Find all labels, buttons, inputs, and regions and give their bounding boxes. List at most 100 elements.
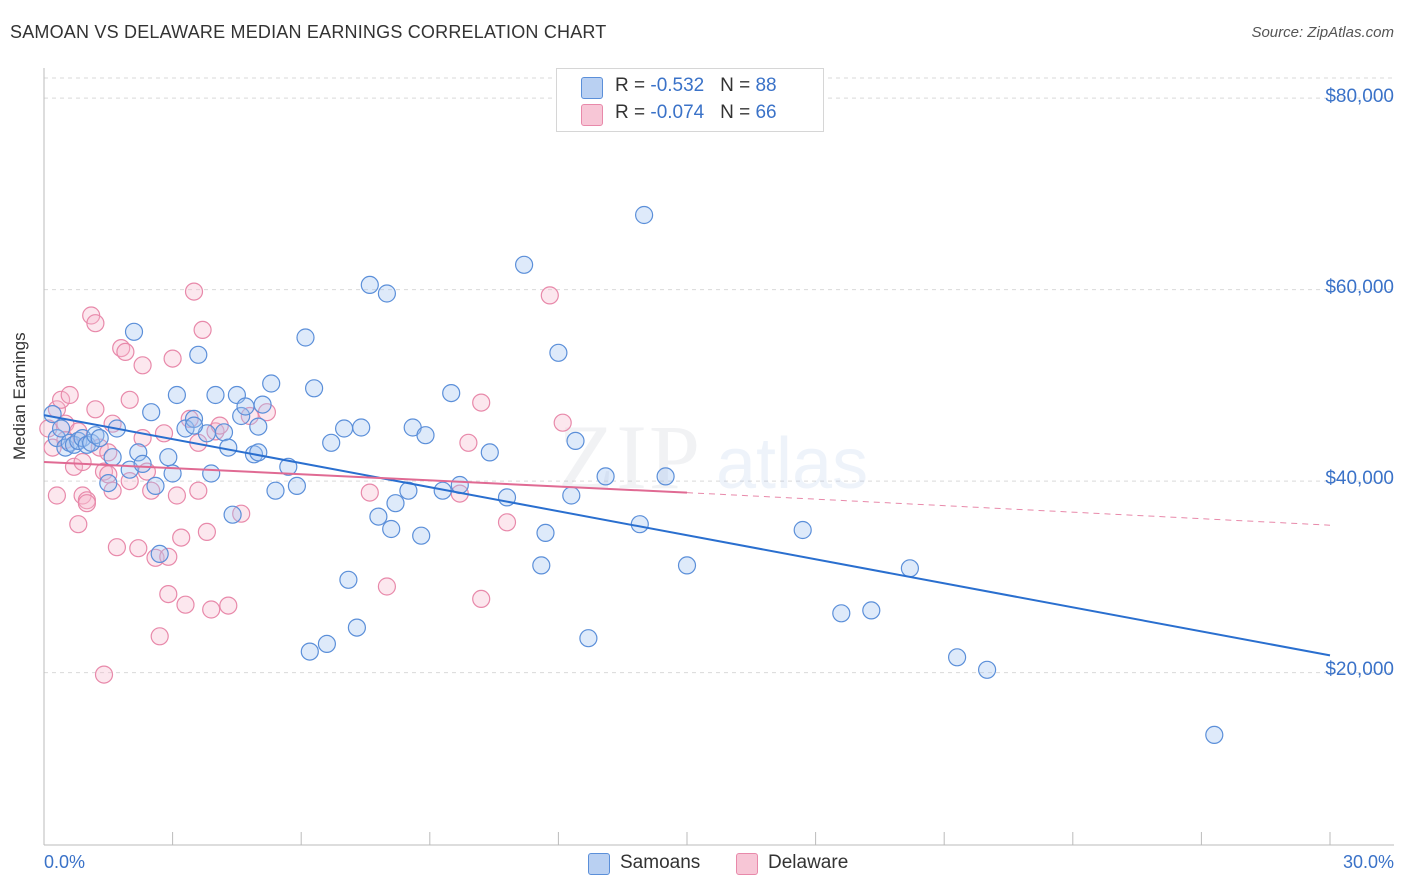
- y-tick-20000: $20,000: [1325, 659, 1394, 680]
- delaware-point: [176, 595, 195, 614]
- samoans-point: [305, 379, 324, 398]
- delaware-swatch: [581, 104, 603, 126]
- delaware-point: [553, 413, 572, 432]
- axes: [43, 68, 1394, 846]
- grid-lines: [44, 77, 1394, 674]
- delaware-point: [107, 538, 127, 557]
- delaware-point: [94, 665, 114, 684]
- delaware-point: [202, 600, 221, 619]
- y-tick-60000: $60,000: [1325, 277, 1394, 298]
- samoans-point: [335, 419, 354, 438]
- samoans-swatch: [588, 853, 610, 875]
- samoans-point: [184, 416, 204, 435]
- samoans-point: [412, 526, 431, 545]
- samoans-point: [832, 604, 851, 623]
- n-value: 66: [755, 102, 777, 123]
- svg-text:ZIP: ZIP: [558, 406, 702, 508]
- n-label: N =: [720, 75, 756, 96]
- delaware-trend-extension: [686, 492, 1331, 526]
- samoans-point: [416, 426, 435, 445]
- r-label: R =: [615, 102, 651, 123]
- samoans-point: [382, 519, 401, 539]
- delaware-point: [133, 356, 152, 375]
- trend-lines: [43, 414, 1331, 657]
- samoans-point: [249, 417, 268, 436]
- x-tick-min: 0.0%: [44, 852, 86, 872]
- samoans-point: [124, 322, 144, 341]
- samoans-point: [562, 486, 581, 505]
- samoans-point: [656, 467, 675, 486]
- delaware-point: [184, 282, 204, 301]
- watermark: ZIP atlas: [558, 406, 868, 508]
- r-value: -0.532: [650, 75, 705, 96]
- delaware-point: [459, 433, 478, 452]
- delaware-points: [39, 282, 572, 684]
- samoans-point: [159, 448, 178, 467]
- samoans-point: [566, 431, 585, 450]
- samoans-point: [977, 660, 997, 679]
- samoans-point: [279, 457, 298, 476]
- samoans-point: [536, 523, 555, 543]
- samoans-point: [214, 423, 234, 442]
- samoans-point: [150, 544, 169, 564]
- samoans-point: [51, 419, 71, 438]
- delaware-point: [167, 486, 186, 505]
- samoans-point: [206, 385, 225, 405]
- samoans-point: [253, 395, 272, 414]
- samoans-point: [947, 648, 967, 667]
- samoans-point: [189, 345, 208, 364]
- samoans-point: [862, 601, 881, 620]
- delaware-swatch: [736, 853, 758, 875]
- delaware-point: [77, 494, 97, 513]
- delaware-point: [120, 390, 139, 409]
- n-label: N =: [720, 102, 756, 123]
- chart-title: SAMOAN VS DELAWARE MEDIAN EARNINGS CORRE…: [10, 22, 607, 42]
- samoans-point: [142, 403, 161, 422]
- samoans-point: [167, 385, 186, 405]
- delaware-point: [159, 584, 178, 604]
- samoans-point: [236, 397, 255, 416]
- samoans-point: [317, 634, 336, 654]
- delaware-trend-line: [43, 461, 688, 494]
- samoans-point: [223, 505, 242, 524]
- delaware-point: [73, 452, 92, 472]
- samoans-point: [1205, 725, 1224, 745]
- samoans-point: [900, 559, 920, 578]
- delaware-point: [86, 314, 105, 333]
- samoans-trend-line: [43, 414, 1331, 657]
- delaware-point: [193, 320, 212, 339]
- samoans-point: [579, 629, 598, 648]
- delaware-point: [116, 342, 135, 361]
- delaware-point: [69, 515, 88, 534]
- samoans-point: [442, 384, 461, 403]
- samoans-point: [232, 406, 251, 426]
- samoans-point: [129, 443, 148, 462]
- samoans-point: [103, 448, 122, 467]
- delaware-point: [472, 589, 491, 609]
- legend-label-samoans: Samoans: [620, 852, 701, 873]
- legend-label-delaware: Delaware: [768, 852, 849, 873]
- samoans-point: [202, 464, 221, 483]
- delaware-point: [197, 522, 216, 542]
- r-value: -0.074: [650, 102, 705, 123]
- samoans-point: [596, 467, 615, 486]
- samoans-point: [133, 454, 152, 473]
- y-tick-80000: $80,000: [1325, 86, 1394, 107]
- delaware-point: [60, 385, 79, 405]
- samoans-point: [352, 418, 371, 437]
- n-value: 88: [755, 75, 777, 96]
- samoans-point: [634, 205, 654, 225]
- samoans-point: [360, 275, 379, 294]
- samoans-points: [43, 205, 1224, 745]
- samoans-point: [322, 433, 341, 452]
- delaware-point: [86, 400, 105, 419]
- samoans-point: [249, 443, 268, 462]
- samoans-point: [99, 474, 118, 493]
- delaware-point: [377, 577, 396, 596]
- delaware-point: [497, 513, 517, 532]
- samoans-point: [677, 556, 697, 575]
- samoans-point: [532, 556, 551, 575]
- samoans-point: [369, 507, 388, 526]
- samoans-point: [296, 328, 315, 347]
- samoans-point: [262, 374, 281, 393]
